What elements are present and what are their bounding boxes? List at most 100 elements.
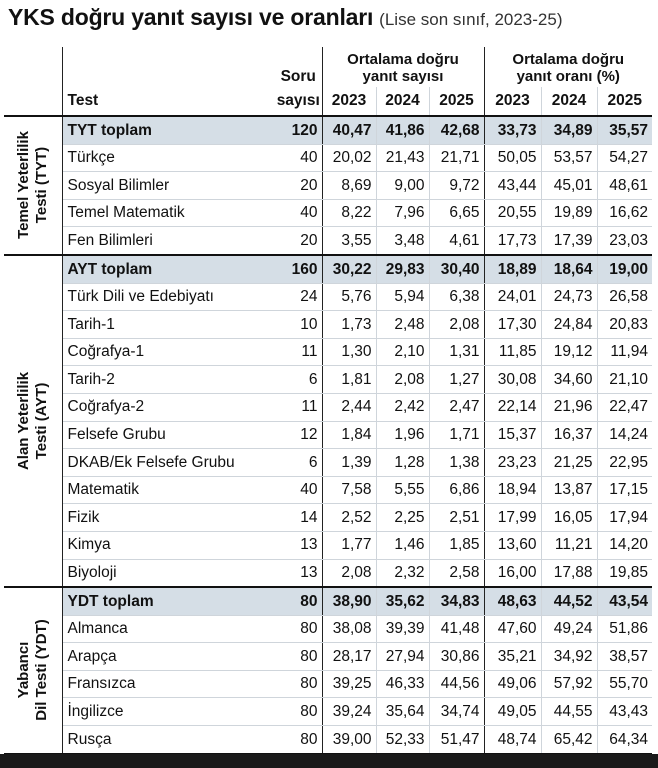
table-row: Türk Dili ve Edebiyatı 24 5,76 5,94 6,38 24,0… — [4, 283, 653, 312]
rate-2023-cell: 47,60 — [484, 615, 542, 644]
rate-2024-cell: 24,73 — [541, 283, 598, 312]
rate-2023-cell: 16,00 — [484, 559, 542, 589]
count-2023-cell: 40,47 — [322, 116, 377, 145]
count-2025-cell: 9,72 — [429, 171, 485, 200]
count-2024-cell: 9,00 — [376, 171, 430, 200]
rate-2024-cell: 19,89 — [541, 199, 598, 228]
header-group-rate-line2: yanıt oranı (%) — [516, 68, 620, 85]
count-2023-cell: 1,77 — [322, 531, 377, 560]
rate-2023-cell: 13,60 — [484, 531, 542, 560]
table-body: Temel Yeterlilik Testi (TYT) TYT toplam 120… — [4, 116, 653, 755]
test-name-cell: Rusça — [62, 725, 275, 755]
rate-2025-cell: 22,47 — [597, 393, 653, 422]
section-label-line2: Dil Testi (YDT) — [32, 619, 50, 722]
table-row: Tarih-2 6 1,81 2,08 1,27 30,08 34,60 21,10 — [4, 365, 653, 394]
rate-2023-cell: 24,01 — [484, 283, 542, 312]
rate-2025-cell: 14,24 — [597, 421, 653, 450]
soru-cell: 80 — [275, 725, 323, 755]
test-name-cell: Fransızca — [62, 670, 275, 699]
rate-2025-cell: 48,61 — [597, 171, 653, 200]
rate-2025-cell: 51,86 — [597, 615, 653, 644]
rate-2024-cell: 16,37 — [541, 421, 598, 450]
footer-bar — [0, 754, 658, 768]
section-label-tyt: Temel Yeterlilik Testi (TYT) — [4, 116, 63, 256]
rate-2024-cell: 53,57 — [541, 144, 598, 173]
rate-2025-cell: 64,34 — [597, 725, 653, 755]
header-group-rate: Ortalama doğru yanıt oranı (%) — [484, 47, 652, 87]
rate-2025-cell: 38,57 — [597, 642, 653, 671]
header-group-count: Ortalama doğru yanıt sayısı — [322, 47, 485, 87]
test-name-cell: DKAB/Ek Felsefe Grubu — [62, 448, 275, 477]
rate-2025-cell: 19,00 — [597, 254, 653, 284]
test-name-cell: Arapça — [62, 642, 275, 671]
rate-2023-cell: 49,05 — [484, 697, 542, 727]
rate-2025-cell: 54,27 — [597, 144, 653, 173]
count-2025-cell: 30,86 — [429, 642, 485, 671]
rate-2025-cell: 19,85 — [597, 559, 653, 589]
section-label-line1: Yabancı — [14, 642, 32, 699]
table-row: İngilizce 80 39,24 35,64 34,74 49,05 44,55 43,4… — [4, 697, 653, 727]
count-2023-cell: 2,44 — [322, 393, 377, 422]
count-2023-cell: 8,69 — [322, 171, 377, 200]
test-name-cell: Matematik — [62, 476, 275, 505]
soru-cell: 120 — [275, 116, 323, 145]
rate-2024-cell: 44,52 — [541, 587, 598, 616]
count-2023-cell: 1,39 — [322, 448, 377, 477]
soru-cell: 13 — [275, 559, 323, 589]
test-name-cell: Fizik — [62, 503, 275, 532]
header-blank — [4, 47, 63, 87]
rate-2024-cell: 24,84 — [541, 310, 598, 339]
rate-2025-cell: 11,94 — [597, 338, 653, 367]
soru-cell: 80 — [275, 697, 323, 727]
count-2023-cell: 1,30 — [322, 338, 377, 367]
section-label-text: Temel Yeterlilik Testi (TYT) — [15, 132, 51, 240]
rate-2024-cell: 57,92 — [541, 670, 598, 699]
count-2025-cell: 2,51 — [429, 503, 485, 532]
count-2024-cell: 41,86 — [376, 116, 430, 145]
test-name-cell: Sosyal Bilimler — [62, 171, 275, 200]
table-row: Tarih-1 10 1,73 2,48 2,08 17,30 24,84 20,83 — [4, 310, 653, 339]
count-2025-cell: 42,68 — [429, 116, 485, 145]
table-row: Fizik 14 2,52 2,25 2,51 17,99 16,05 17,94 — [4, 503, 653, 532]
header-row-bottom: Test sayısı 2023 2024 2025 2023 2024 202… — [4, 87, 653, 117]
rate-2024-cell: 44,55 — [541, 697, 598, 727]
count-2025-cell: 1,38 — [429, 448, 485, 477]
rate-2025-cell: 43,43 — [597, 697, 653, 727]
test-name-cell: Felsefe Grubu — [62, 421, 275, 450]
rate-2025-cell: 43,54 — [597, 587, 653, 616]
rate-2025-cell: 20,83 — [597, 310, 653, 339]
rate-2025-cell: 17,15 — [597, 476, 653, 505]
soru-cell: 80 — [275, 670, 323, 699]
rate-2024-cell: 34,92 — [541, 642, 598, 671]
table-row: Fransızca 80 39,25 46,33 44,56 49,06 57,92 55,7… — [4, 670, 653, 699]
soru-cell: 11 — [275, 393, 323, 422]
count-2025-cell: 51,47 — [429, 725, 485, 755]
soru-cell: 40 — [275, 199, 323, 228]
soru-cell: 40 — [275, 476, 323, 505]
test-name-cell: İngilizce — [62, 697, 275, 727]
rate-2023-cell: 18,89 — [484, 254, 542, 284]
rate-2023-cell: 48,63 — [484, 587, 542, 616]
soru-cell: 24 — [275, 283, 323, 312]
table-row: Felsefe Grubu 12 1,84 1,96 1,71 15,37 16,37 14,… — [4, 421, 653, 450]
count-2023-cell: 7,58 — [322, 476, 377, 505]
rate-2024-cell: 19,12 — [541, 338, 598, 367]
soru-cell: 80 — [275, 642, 323, 671]
soru-cell: 14 — [275, 503, 323, 532]
count-2023-cell: 1,73 — [322, 310, 377, 339]
header-year-rate-2023: 2023 — [484, 87, 542, 117]
rate-2023-cell: 20,55 — [484, 199, 542, 228]
table-row: Coğrafya-2 11 2,44 2,42 2,47 22,14 21,96 22,47 — [4, 393, 653, 422]
count-2025-cell: 1,71 — [429, 421, 485, 450]
table-row: Arapça 80 28,17 27,94 30,86 35,21 34,92 38,57 — [4, 642, 653, 671]
test-name-cell: YDT toplam — [62, 587, 275, 616]
rate-2025-cell: 17,94 — [597, 503, 653, 532]
test-name-cell: Almanca — [62, 615, 275, 644]
count-2025-cell: 34,83 — [429, 587, 485, 616]
rate-2024-cell: 34,89 — [541, 116, 598, 145]
test-name-cell: Türk Dili ve Edebiyatı — [62, 283, 275, 312]
soru-cell: 13 — [275, 531, 323, 560]
count-2024-cell: 35,62 — [376, 587, 430, 616]
rate-2023-cell: 43,44 — [484, 171, 542, 200]
count-2025-cell: 2,08 — [429, 310, 485, 339]
